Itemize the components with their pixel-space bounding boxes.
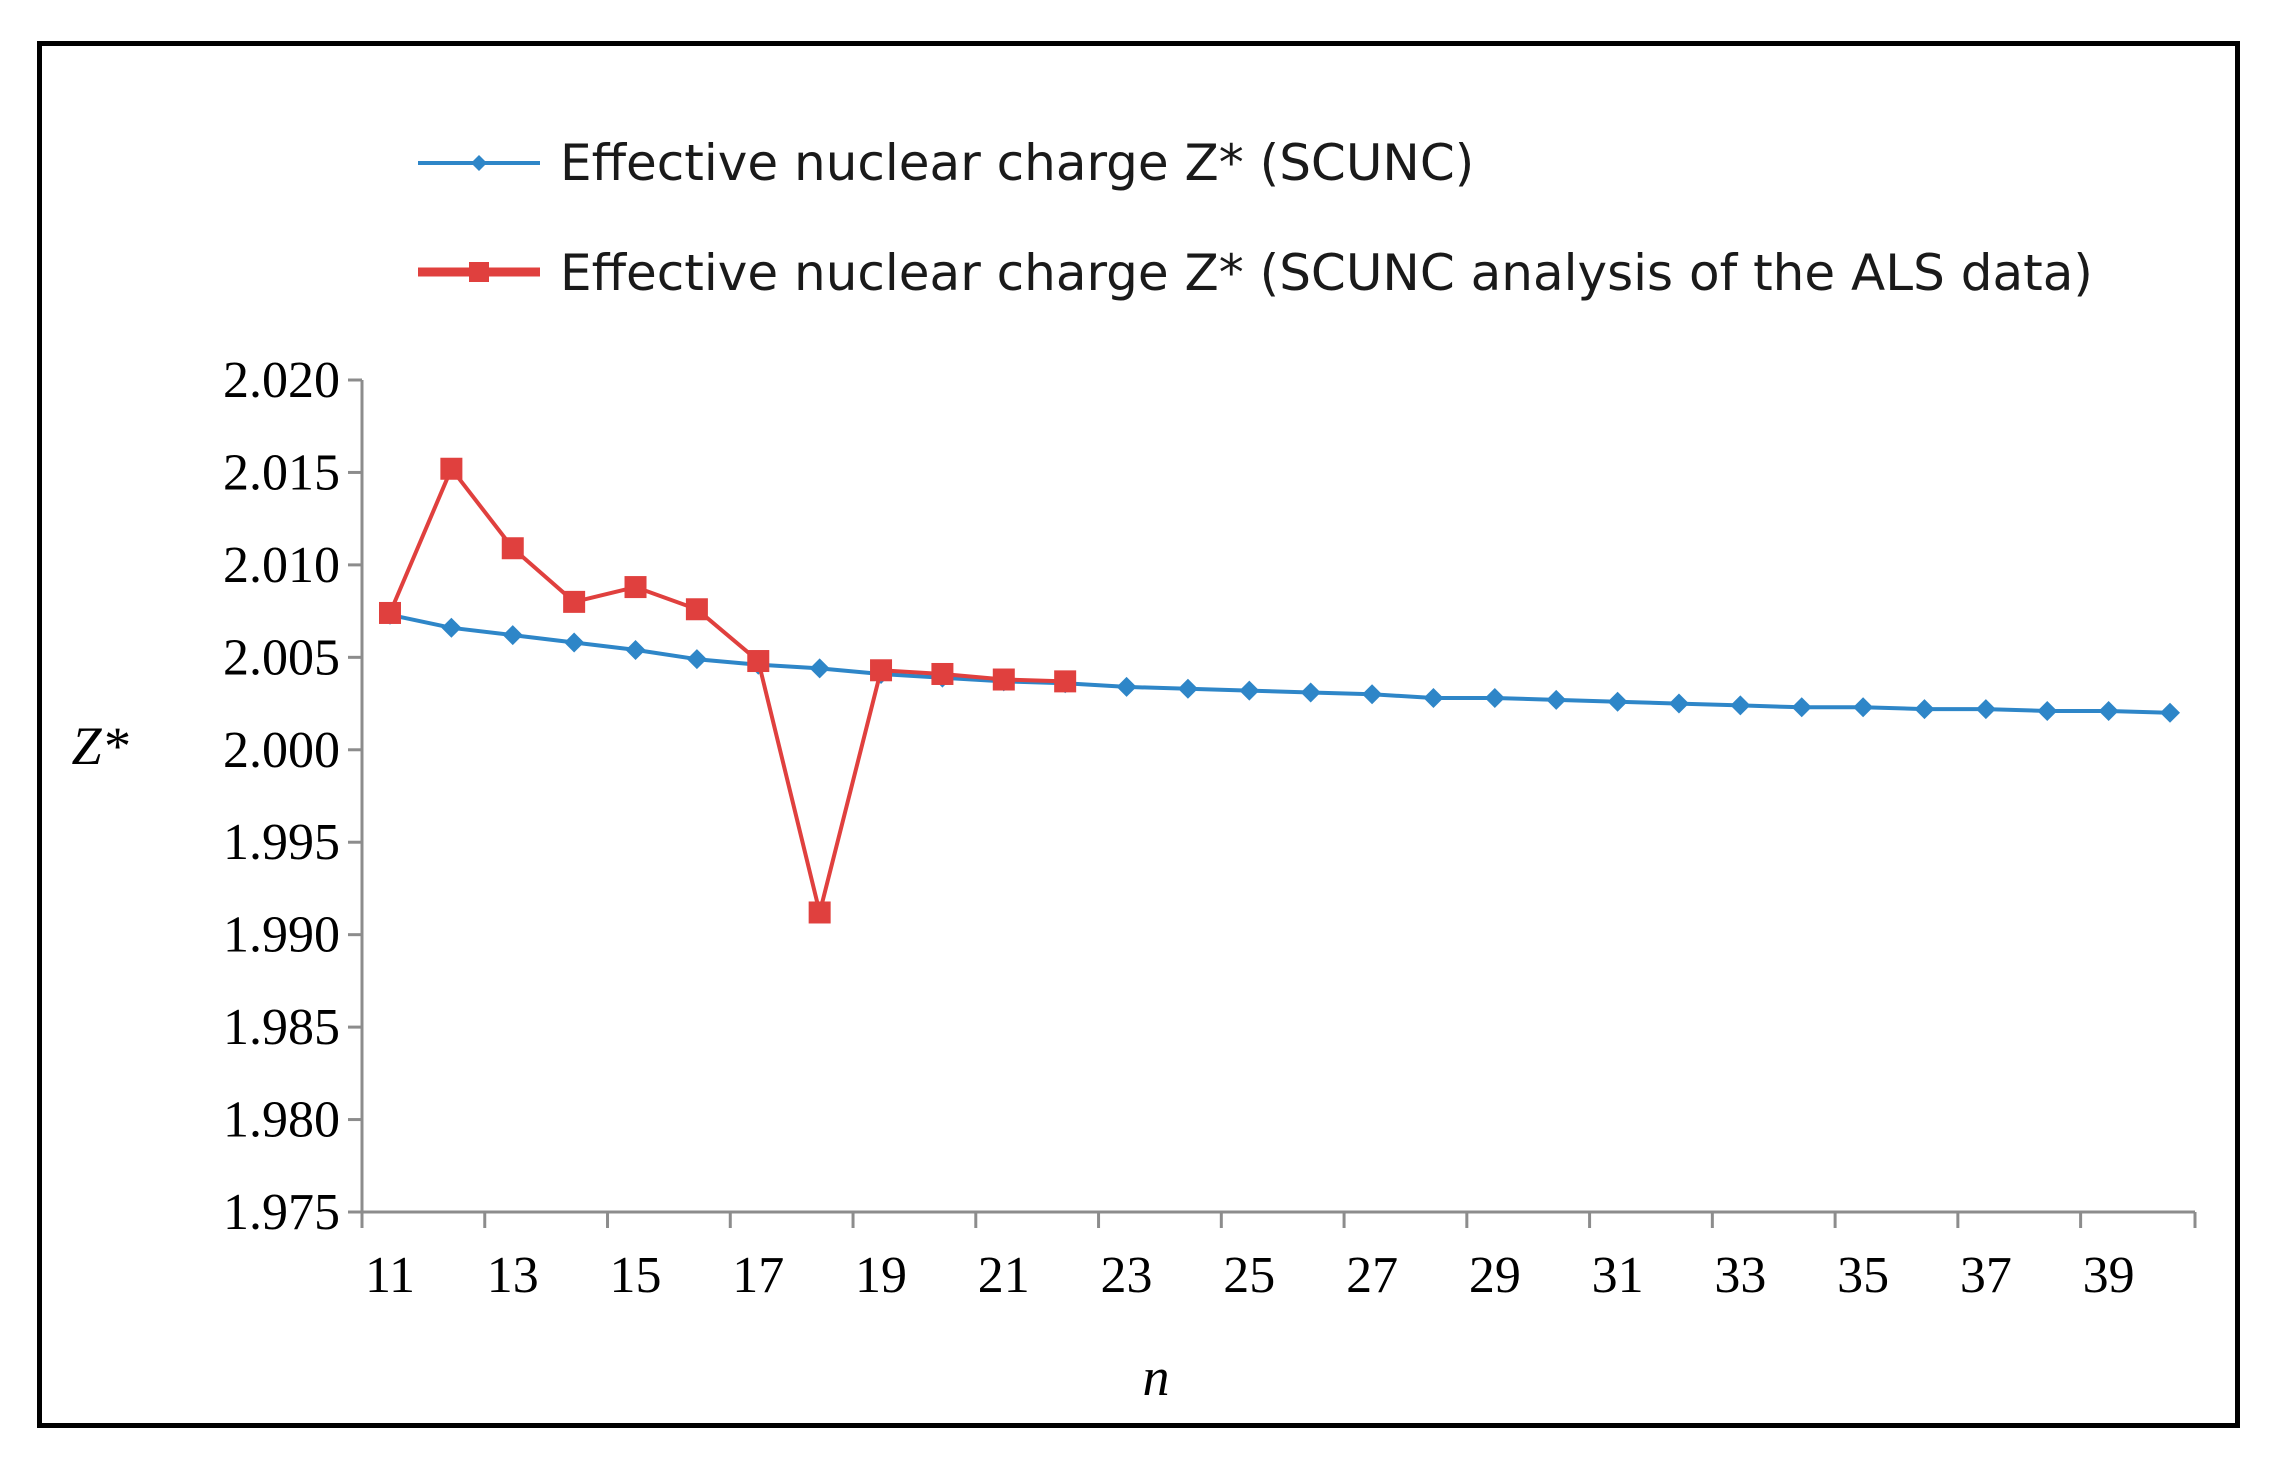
data-point [440,457,463,480]
y-tick-label: 1.990 [223,907,340,964]
legend-marker-als [469,262,489,282]
axes [360,380,2195,1214]
data-point [624,576,647,599]
data-point [1239,680,1260,701]
data-point [870,659,893,682]
x-tick-label: 17 [732,1247,784,1304]
data-point [2160,702,2180,723]
data-point [2098,700,2119,721]
data-point [441,617,462,638]
data-point [931,662,954,685]
data-point [1853,697,1874,718]
data-point [501,537,524,560]
x-tick-label: 31 [1592,1247,1644,1304]
data-point [379,601,401,624]
data-point [502,625,523,646]
legend-entry-scunc: Effective nuclear charge Z* (SCUNC) [418,134,1474,192]
data-point [1484,688,1505,709]
x-tick-label: 29 [1469,1247,1521,1304]
data-point [747,650,770,673]
data-point [1791,697,1812,718]
x-tick-label: 23 [1101,1247,1153,1304]
y-tick-label: 2.015 [223,444,340,501]
y-tick-label: 2.020 [223,352,340,409]
x-axis-title: n [1143,1347,1170,1407]
x-tick-label: 15 [610,1247,662,1304]
y-tick-label: 2.005 [223,629,340,686]
y-tick-label: 2.000 [223,722,340,779]
legend-label-als: Effective nuclear charge Z* (SCUNC analy… [560,244,2093,302]
data-point [1116,676,1137,697]
y-tick-label: 2.010 [223,537,340,594]
legend-entry-als: Effective nuclear charge Z* (SCUNC analy… [418,244,2093,302]
legend-label-scunc: Effective nuclear charge Z* (SCUNC) [560,134,1474,192]
series-0 [380,604,2180,723]
legend-marker-scunc [471,155,487,171]
y-tick-label: 1.985 [223,999,340,1056]
legend: Effective nuclear charge Z* (SCUNC) Effe… [418,134,2093,302]
data-point [2037,700,2058,721]
x-tick-label: 19 [855,1247,907,1304]
y-tick-label: 1.980 [223,1092,340,1149]
x-ticks: 11 13 15 17 19 21 23 25 27 29 31 33 35 37 39 [360,1212,2197,1304]
data-point [808,901,831,924]
series-layer [379,457,2180,924]
x-tick-label: 21 [978,1247,1030,1304]
data-point [1607,691,1628,712]
data-point [1300,682,1321,703]
data-point [1914,699,1935,720]
data-point [685,598,708,621]
x-tick-label: 13 [487,1247,539,1304]
chart-frame [37,41,2240,1428]
x-tick-label: 11 [365,1247,415,1304]
series-line-1 [388,466,1066,915]
series-1 [379,457,1077,924]
data-point [1054,670,1077,693]
data-point [563,590,586,613]
data-point [564,632,585,653]
y-axis-title: Z* [71,716,128,776]
y-ticks: 2.020 2.015 2.010 2.005 2.000 1.995 1.990 1.985… [223,352,362,1241]
data-point [1975,699,1996,720]
x-tick-label: 25 [1223,1247,1275,1304]
data-point [1730,695,1751,716]
x-tick-label: 33 [1714,1247,1766,1304]
data-point [1423,688,1444,709]
y-tick-label: 1.995 [223,814,340,871]
x-tick-label: 35 [1837,1247,1889,1304]
data-point [1177,678,1198,699]
x-tick-label: 37 [1960,1247,2012,1304]
series-line-0 [389,612,2171,715]
data-point [809,658,830,679]
data-point [686,649,707,670]
data-point [1668,693,1689,714]
y-tick-label: 1.975 [223,1184,340,1241]
data-point [992,668,1015,691]
data-point [625,639,646,660]
data-point [1362,684,1383,705]
x-tick-label: 39 [2083,1247,2135,1304]
x-tick-label: 27 [1346,1247,1398,1304]
data-point [1546,689,1567,710]
